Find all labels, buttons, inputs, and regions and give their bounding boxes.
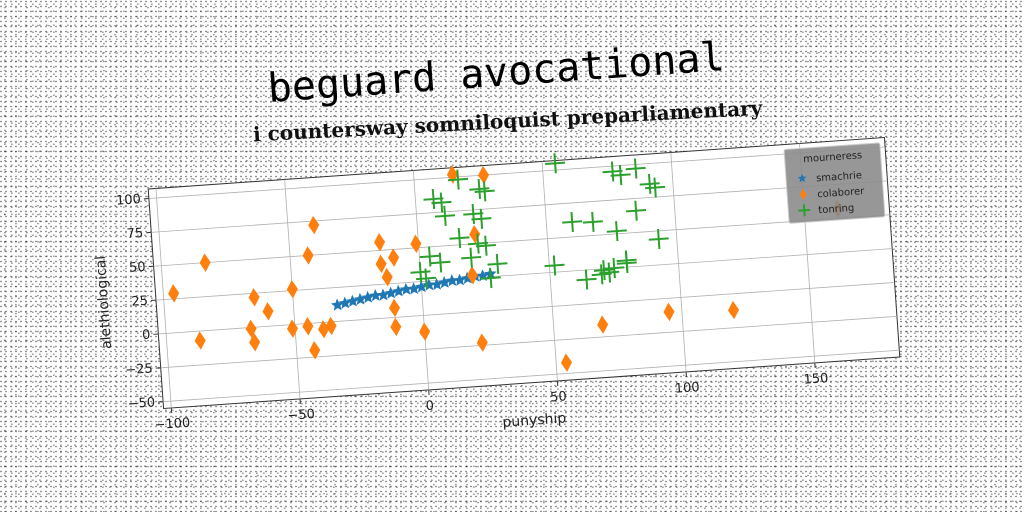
x-tick-label: 150 (803, 371, 829, 388)
y-axis-label: alethiological (93, 255, 115, 349)
x-tick-label: −50 (287, 407, 315, 424)
y-tick-label: 100 (116, 192, 142, 209)
y-tick-label: 25 (131, 294, 149, 310)
y-tick-label: −25 (125, 361, 153, 378)
legend: mourneress smachrie colaborer tonring (784, 143, 885, 224)
y-tick-label: 50 (129, 260, 147, 276)
x-axis-label: punyship (502, 410, 567, 430)
plot-area: −100 −50 0 50 100 150 −50 −25 0 25 50 75 100 punysh… (88, 130, 903, 458)
x-tick-label: 50 (550, 389, 568, 405)
x-tick-label: −100 (154, 416, 191, 433)
x-tick-label: 0 (425, 399, 434, 415)
y-tick-label: 0 (142, 328, 151, 344)
x-tick-label: 100 (674, 380, 700, 397)
y-tick-label: 75 (126, 226, 144, 242)
y-tick-label: −50 (127, 395, 155, 412)
